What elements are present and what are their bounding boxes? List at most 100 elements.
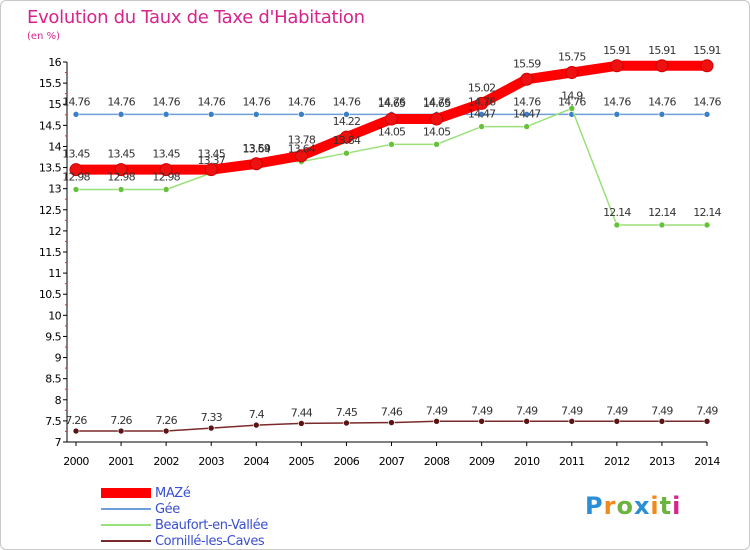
data-label: 12.14 — [603, 206, 631, 219]
series-point-3 — [252, 421, 260, 429]
data-label: 14.76 — [513, 95, 541, 108]
series-point-0 — [114, 163, 128, 177]
data-label: 12.14 — [648, 206, 676, 219]
series-point-0 — [339, 130, 353, 144]
series-point-1 — [703, 111, 711, 118]
data-label: 14.76 — [243, 95, 271, 108]
data-label: 13.37 — [197, 154, 225, 167]
x-tick-label: 2011 — [559, 455, 585, 468]
legend-swatch — [101, 540, 151, 542]
series-point-3 — [568, 418, 576, 425]
proxiti-logo: Proxiti — [585, 492, 682, 520]
data-label: 7.49 — [516, 404, 538, 417]
y-tick-label: 8 — [55, 394, 62, 407]
legend-item: MAZé — [101, 485, 268, 501]
series-point-2 — [117, 186, 125, 193]
series-point-1 — [252, 111, 260, 118]
y-tick-label: 8.5 — [45, 373, 61, 386]
series-point-2 — [703, 221, 711, 229]
data-label: 7.45 — [336, 406, 358, 419]
data-label: 15.59 — [513, 57, 541, 70]
series-point-1 — [117, 111, 125, 118]
series-point-2 — [162, 186, 170, 193]
data-label: 12.98 — [107, 171, 135, 184]
series-point-1 — [298, 111, 305, 118]
data-label: 13.45 — [62, 148, 90, 161]
data-label: 7.49 — [561, 404, 583, 417]
data-label: 7.49 — [696, 404, 718, 417]
series-point-2 — [388, 141, 395, 148]
x-tick-label: 2008 — [424, 455, 450, 468]
series-point-3 — [72, 427, 80, 435]
data-label: 12.14 — [693, 206, 721, 219]
data-label: 13.78 — [288, 134, 316, 147]
series-point-1 — [658, 111, 666, 118]
legend-swatch — [101, 508, 151, 510]
x-tick-label: 2006 — [334, 455, 360, 468]
legend-label: Cornillé-les-Caves — [155, 533, 265, 549]
series-point-0 — [204, 163, 218, 177]
series-point-1 — [613, 111, 621, 118]
data-label: 7.49 — [426, 404, 448, 417]
x-tick-label: 2005 — [289, 455, 315, 468]
data-label: 14.76 — [197, 95, 225, 108]
data-label: 14.76 — [62, 95, 90, 108]
data-label: 7.46 — [381, 406, 403, 419]
x-tick-label: 2007 — [379, 455, 405, 468]
y-tick-label: 12.5 — [39, 204, 62, 217]
data-label: 14.05 — [423, 125, 451, 138]
x-tick-label: 2013 — [649, 455, 675, 468]
x-tick-label: 2002 — [153, 455, 179, 468]
x-tick-label: 2012 — [604, 455, 630, 468]
series-point-1 — [343, 111, 350, 118]
series-point-2 — [433, 141, 440, 148]
x-tick-label: 2001 — [108, 455, 134, 468]
y-tick-label: 15.5 — [39, 77, 62, 90]
x-tick-label: 2009 — [469, 455, 495, 468]
data-label: 14.76 — [378, 95, 406, 108]
data-label: 13.45 — [152, 148, 180, 161]
data-label: 14.76 — [648, 95, 676, 108]
data-label: 14.47 — [513, 108, 541, 121]
legend-label: Gée — [155, 501, 180, 517]
series-point-3 — [658, 418, 666, 425]
series-point-3 — [523, 418, 531, 425]
y-tick-label: 11 — [48, 267, 61, 280]
series-point-1 — [72, 111, 80, 118]
legend-item: Beaufort-en-Vallée — [101, 517, 268, 533]
y-tick-label: 7.5 — [45, 415, 61, 428]
data-label: 13.45 — [107, 148, 135, 161]
series-point-0 — [475, 96, 489, 110]
series-point-3 — [433, 418, 440, 425]
series-point-3 — [343, 419, 350, 427]
data-label: 7.49 — [606, 404, 628, 417]
data-label: 7.4 — [249, 408, 265, 421]
series-point-0 — [385, 112, 398, 126]
data-label: 15.02 — [468, 81, 496, 94]
series-point-0 — [159, 163, 173, 177]
y-tick-label: 15 — [48, 98, 61, 111]
data-label: 15.91 — [648, 44, 676, 57]
series-point-2 — [658, 221, 666, 229]
legend-item: Gée — [101, 501, 268, 517]
data-label: 7.26 — [155, 414, 177, 427]
series-point-0 — [610, 59, 624, 73]
data-label: 14.22 — [333, 115, 361, 128]
data-label: 14.76 — [693, 95, 721, 108]
data-label: 12.98 — [152, 171, 180, 184]
data-label: 13.64 — [288, 143, 316, 156]
data-label: 14.76 — [333, 95, 361, 108]
y-tick-label: 12 — [48, 225, 61, 238]
series-point-2 — [523, 123, 531, 130]
x-tick-label: 2004 — [243, 455, 269, 468]
y-tick-label: 16 — [48, 56, 61, 69]
series-point-0 — [520, 72, 534, 86]
data-label: 13.45 — [197, 148, 225, 161]
data-label: 7.26 — [110, 414, 132, 427]
series-point-1 — [478, 111, 485, 118]
unit-label: (en %) — [27, 31, 60, 42]
series-point-0 — [565, 66, 579, 80]
data-label: 14.76 — [558, 95, 586, 108]
x-tick-label: 2014 — [694, 455, 720, 468]
data-label: 7.26 — [65, 414, 87, 427]
